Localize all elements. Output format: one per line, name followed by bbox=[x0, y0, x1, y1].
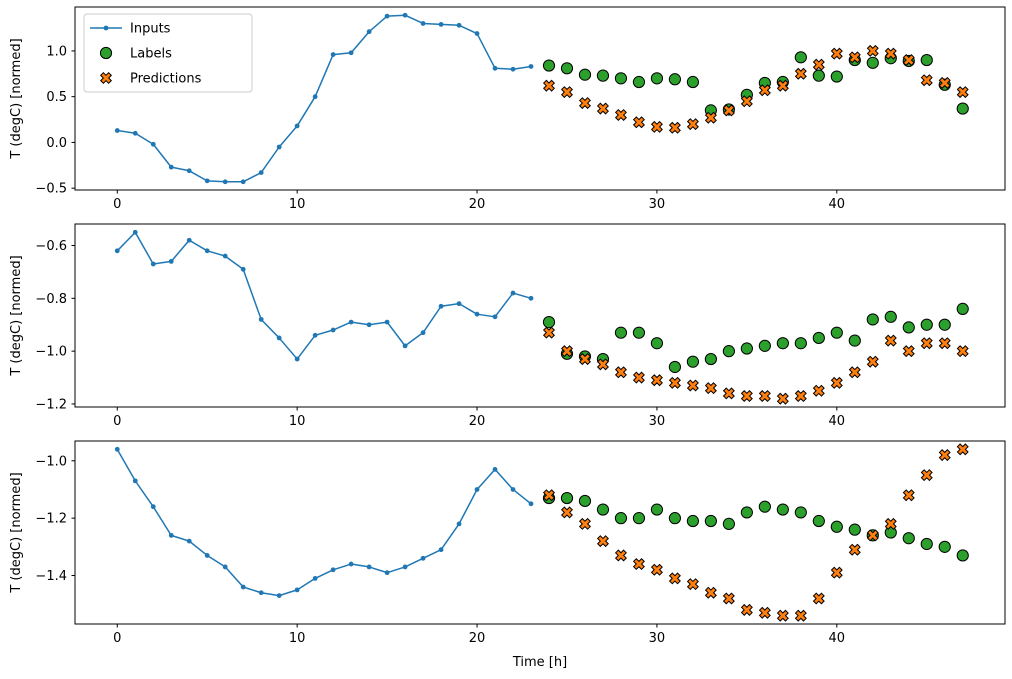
predictions-series bbox=[542, 443, 969, 622]
legend-entry-labels: Labels bbox=[99, 46, 172, 62]
legend-label: Predictions bbox=[130, 72, 202, 87]
svg-text:40: 40 bbox=[829, 631, 846, 646]
subplot-2: 0 10 20 30 40 −0.6 −0.8 −1.0 −1.2 T (degC) [norme… bbox=[9, 223, 1006, 429]
svg-text:40: 40 bbox=[829, 197, 846, 212]
subplot-3: 0 10 20 30 40 −1.0 −1.2 −1.4 T (degC) [normed] Ti… bbox=[9, 440, 1006, 670]
axes-background bbox=[75, 224, 1005, 407]
svg-text:30: 30 bbox=[649, 414, 666, 429]
y-axis-ticks: −0.5 0.0 0.5 1.0 bbox=[35, 44, 75, 197]
svg-text:0: 0 bbox=[113, 414, 121, 429]
x-axis-ticks: 0 10 20 30 40 bbox=[113, 407, 845, 429]
svg-text:10: 10 bbox=[289, 197, 306, 212]
subplot-1: 0 10 20 30 40 −0.5 0.0 0.5 1.0 T (degC) [normed] I… bbox=[9, 6, 1006, 212]
svg-text:20: 20 bbox=[469, 631, 486, 646]
svg-text:0.0: 0.0 bbox=[46, 136, 67, 151]
y-axis-ticks: −0.6 −0.8 −1.0 −1.2 bbox=[35, 239, 75, 412]
inputs-line-icon bbox=[103, 25, 109, 31]
legend-label: Labels bbox=[130, 47, 172, 62]
svg-text:−1.2: −1.2 bbox=[35, 397, 67, 412]
predictions-series bbox=[542, 44, 969, 134]
svg-text:−1.0: −1.0 bbox=[35, 454, 67, 469]
legend-box bbox=[83, 13, 253, 93]
y-axis-label: T (degC) [normed] bbox=[9, 255, 24, 376]
svg-text:30: 30 bbox=[649, 197, 666, 212]
svg-text:20: 20 bbox=[469, 197, 486, 212]
labels-series bbox=[542, 491, 969, 562]
svg-text:1.0: 1.0 bbox=[46, 44, 67, 59]
labels-circle-icon bbox=[99, 46, 113, 60]
svg-text:40: 40 bbox=[829, 414, 846, 429]
legend-entry-inputs: Inputs bbox=[90, 22, 171, 37]
inputs-series bbox=[114, 229, 534, 362]
axes-spines bbox=[74, 6, 1006, 191]
x-axis-ticks: 0 10 20 30 40 bbox=[113, 190, 845, 212]
legend: Inputs Labels Predictions bbox=[83, 13, 253, 93]
predictions-x-icon bbox=[99, 71, 113, 85]
inputs-series bbox=[114, 12, 534, 185]
svg-text:−0.5: −0.5 bbox=[35, 182, 67, 197]
axes-background bbox=[75, 441, 1005, 624]
svg-text:−0.6: −0.6 bbox=[35, 239, 67, 254]
y-axis-ticks: −1.0 −1.2 −1.4 bbox=[35, 454, 75, 584]
x-axis-label: Time [h] bbox=[512, 655, 567, 670]
legend-label: Inputs bbox=[130, 22, 171, 37]
legend-entry-predictions: Predictions bbox=[99, 71, 202, 87]
svg-text:−0.8: −0.8 bbox=[35, 292, 67, 307]
y-axis-label: T (degC) [normed] bbox=[9, 472, 24, 593]
y-axis-label: T (degC) [normed] bbox=[9, 38, 24, 159]
svg-text:0: 0 bbox=[113, 197, 121, 212]
svg-text:0.5: 0.5 bbox=[46, 90, 67, 105]
predictions-series bbox=[542, 326, 969, 405]
inputs-series bbox=[114, 446, 534, 599]
svg-text:20: 20 bbox=[469, 414, 486, 429]
svg-text:10: 10 bbox=[289, 414, 306, 429]
axes-spines bbox=[74, 223, 1006, 408]
svg-text:−1.4: −1.4 bbox=[35, 569, 67, 584]
svg-text:10: 10 bbox=[289, 631, 306, 646]
svg-text:30: 30 bbox=[649, 631, 666, 646]
svg-text:−1.0: −1.0 bbox=[35, 345, 67, 360]
svg-text:−1.2: −1.2 bbox=[35, 512, 67, 527]
axes-spines bbox=[74, 440, 1006, 625]
svg-text:0: 0 bbox=[113, 631, 121, 646]
x-axis-ticks: 0 10 20 30 40 bbox=[113, 624, 845, 646]
